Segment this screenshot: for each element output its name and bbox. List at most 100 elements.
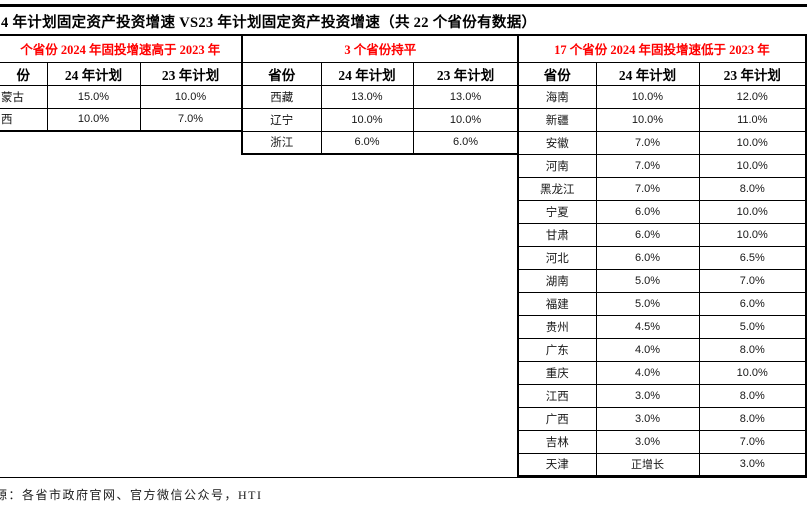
plan24-cell: 7.0%	[595, 153, 700, 178]
province-cell: 贵州	[517, 314, 597, 339]
column-header-row: 份 24 年计划 23 年计划	[0, 61, 242, 86]
table-row: 吉林 3.0% 7.0%	[517, 429, 807, 454]
province-cell: 海南	[517, 84, 597, 109]
plan23-cell: 7.0%	[139, 107, 242, 132]
province-cell: 西	[0, 107, 48, 132]
table-row: 天津 正增长 3.0%	[517, 452, 807, 477]
section-header-row: 3 个省份持平	[241, 34, 519, 63]
table-row: 江西 3.0% 8.0%	[517, 383, 807, 408]
plan23-cell: 6.0%	[698, 291, 807, 316]
plan24-cell: 4.5%	[595, 314, 700, 339]
col-header-province: 份	[0, 61, 48, 86]
plan23-cell: 10.0%	[698, 130, 807, 155]
plan24-cell: 5.0%	[595, 291, 700, 316]
top-divider-rule	[0, 4, 807, 7]
province-cell: 江西	[517, 383, 597, 408]
plan23-cell: 6.5%	[698, 245, 807, 270]
province-cell: 吉林	[517, 429, 597, 454]
plan23-cell: 8.0%	[698, 337, 807, 362]
section-header-higher: 个省份 2024 年固投增速高于 2023 年	[0, 34, 242, 63]
province-cell: 安徽	[517, 130, 597, 155]
province-cell: 新疆	[517, 107, 597, 132]
plan24-cell: 15.0%	[46, 84, 141, 109]
plan24-cell: 6.0%	[320, 130, 414, 155]
col-header-plan23: 23 年计划	[139, 61, 242, 86]
province-cell: 重庆	[517, 360, 597, 385]
table-row: 黑龙江 7.0% 8.0%	[517, 176, 807, 201]
province-cell: 蒙古	[0, 84, 48, 109]
table-row: 西藏 13.0% 13.0%	[241, 84, 519, 109]
plan23-cell: 8.0%	[698, 383, 807, 408]
plan23-cell: 6.0%	[412, 130, 519, 155]
plan23-cell: 10.0%	[698, 153, 807, 178]
plan24-cell: 7.0%	[595, 130, 700, 155]
table-row: 广西 3.0% 8.0%	[517, 406, 807, 431]
col-header-province: 省份	[517, 61, 597, 86]
plan24-cell: 10.0%	[46, 107, 141, 132]
section-table-higher: 个省份 2024 年固投增速高于 2023 年 份 24 年计划 23 年计划 …	[0, 34, 242, 132]
section-header-row: 17 个省份 2024 年固投增速低于 2023 年	[517, 34, 807, 63]
plan24-cell: 正增长	[595, 452, 700, 477]
plan24-cell: 5.0%	[595, 268, 700, 293]
section-table-flat: 3 个省份持平 省份 24 年计划 23 年计划 西藏 13.0% 13.0% …	[241, 34, 519, 155]
col-header-plan23: 23 年计划	[412, 61, 519, 86]
plan23-cell: 10.0%	[698, 199, 807, 224]
table-row: 湖南 5.0% 7.0%	[517, 268, 807, 293]
plan23-cell: 8.0%	[698, 406, 807, 431]
source-note: 源：各省市政府官网、官方微信公众号，HTI	[0, 488, 263, 502]
province-cell: 福建	[517, 291, 597, 316]
plan24-cell: 10.0%	[595, 107, 700, 132]
section-header-row: 个省份 2024 年固投增速高于 2023 年	[0, 34, 242, 63]
section-header-flat: 3 个省份持平	[241, 34, 519, 63]
province-cell: 西藏	[241, 84, 322, 109]
province-cell: 广西	[517, 406, 597, 431]
province-cell: 广东	[517, 337, 597, 362]
plan23-cell: 11.0%	[698, 107, 807, 132]
plan23-cell: 10.0%	[412, 107, 519, 132]
province-cell: 宁夏	[517, 199, 597, 224]
table-row: 广东 4.0% 8.0%	[517, 337, 807, 362]
table-row: 贵州 4.5% 5.0%	[517, 314, 807, 339]
plan23-cell: 5.0%	[698, 314, 807, 339]
table-row: 福建 5.0% 6.0%	[517, 291, 807, 316]
plan24-cell: 7.0%	[595, 176, 700, 201]
footer-divider-rule	[0, 477, 807, 478]
plan24-cell: 10.0%	[595, 84, 700, 109]
province-cell: 湖南	[517, 268, 597, 293]
table-row: 河北 6.0% 6.5%	[517, 245, 807, 270]
province-cell: 甘肃	[517, 222, 597, 247]
section-table-lower: 17 个省份 2024 年固投增速低于 2023 年 省份 24 年计划 23 …	[517, 34, 807, 477]
col-header-plan24: 24 年计划	[320, 61, 414, 86]
table-row: 西 10.0% 7.0%	[0, 107, 242, 132]
plan23-cell: 10.0%	[698, 222, 807, 247]
province-cell: 浙江	[241, 130, 322, 155]
plan23-cell: 12.0%	[698, 84, 807, 109]
section-header-lower: 17 个省份 2024 年固投增速低于 2023 年	[517, 34, 807, 63]
plan24-cell: 6.0%	[595, 199, 700, 224]
table-row: 蒙古 15.0% 10.0%	[0, 84, 242, 109]
table-row: 甘肃 6.0% 10.0%	[517, 222, 807, 247]
table-row: 浙江 6.0% 6.0%	[241, 130, 519, 155]
province-cell: 黑龙江	[517, 176, 597, 201]
col-header-plan23: 23 年计划	[698, 61, 807, 86]
table-row: 辽宁 10.0% 10.0%	[241, 107, 519, 132]
plan24-cell: 6.0%	[595, 245, 700, 270]
column-header-row: 省份 24 年计划 23 年计划	[517, 61, 807, 86]
plan23-cell: 10.0%	[698, 360, 807, 385]
plan24-cell: 10.0%	[320, 107, 414, 132]
table-row: 安徽 7.0% 10.0%	[517, 130, 807, 155]
plan24-cell: 4.0%	[595, 360, 700, 385]
column-header-row: 省份 24 年计划 23 年计划	[241, 61, 519, 86]
plan23-cell: 10.0%	[139, 84, 242, 109]
table-row: 河南 7.0% 10.0%	[517, 153, 807, 178]
province-cell: 辽宁	[241, 107, 322, 132]
plan24-cell: 4.0%	[595, 337, 700, 362]
col-header-plan24: 24 年计划	[46, 61, 141, 86]
plan23-cell: 7.0%	[698, 268, 807, 293]
plan24-cell: 13.0%	[320, 84, 414, 109]
table-row: 新疆 10.0% 11.0%	[517, 107, 807, 132]
plan24-cell: 3.0%	[595, 383, 700, 408]
plan23-cell: 7.0%	[698, 429, 807, 454]
plan23-cell: 3.0%	[698, 452, 807, 477]
